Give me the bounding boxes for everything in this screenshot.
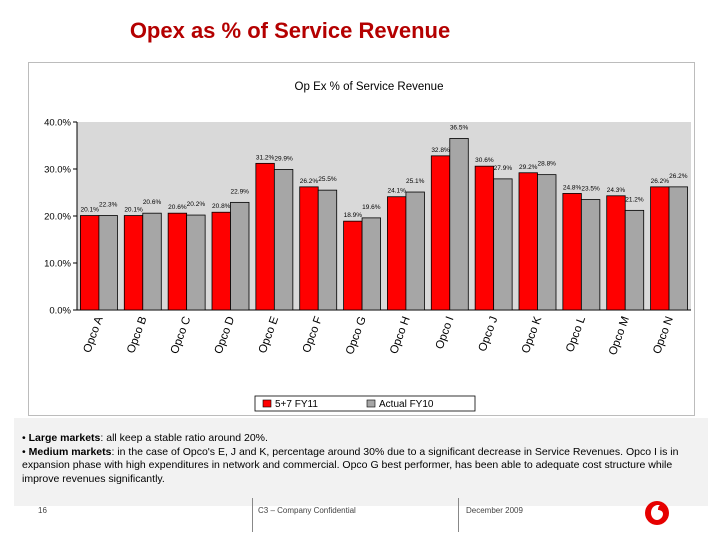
x-tick-label: Opco J	[477, 315, 501, 353]
chart-title: Op Ex % of Service Revenue	[295, 81, 444, 93]
legend-swatch	[366, 399, 376, 408]
data-label-fy10: 19.6%	[362, 204, 381, 211]
bar-fy10	[668, 186, 688, 311]
data-label-fy11: 32.8%	[431, 147, 450, 154]
bar-fy10	[142, 212, 162, 311]
note-medium-markets-text: : in the case of Opco's E, J and K, perc…	[22, 445, 679, 485]
data-label-fy11: 30.6%	[475, 157, 494, 164]
bar-fy10	[537, 174, 557, 311]
company-logo-icon	[645, 501, 669, 525]
notes-panel: • Large markets: all keep a stable ratio…	[22, 432, 708, 486]
y-tick-label: 10.0%	[44, 259, 71, 270]
note-large-markets-text: : all keep a stable ratio around 20%.	[100, 432, 268, 444]
y-tick-label: 40.0%	[44, 118, 71, 129]
x-tick-label: Opco E	[257, 315, 282, 355]
data-label-fy11: 20.1%	[80, 207, 99, 214]
bar-fy11	[387, 196, 407, 311]
page-number: 16	[38, 506, 47, 515]
opex-bar-chart: Op Ex % of Service Revenue 0.0% 10.0% 20.0…	[44, 81, 691, 412]
bar-fy10	[624, 209, 645, 311]
bar-fy11	[211, 211, 231, 311]
data-label-fy11: 29.2%	[519, 164, 538, 171]
bar-fy11	[167, 212, 188, 311]
bar-fy11	[123, 215, 144, 311]
bar-fy10	[317, 189, 338, 311]
data-label-fy10: 27.9%	[494, 165, 513, 172]
x-tick-label: Opco M	[607, 315, 632, 357]
data-label-fy10: 22.3%	[99, 202, 118, 209]
data-label-fy10: 20.6%	[143, 199, 162, 206]
footer-date: December 2009	[466, 506, 523, 515]
data-label-fy10: 20.2%	[187, 201, 206, 208]
data-label-fy11: 20.8%	[212, 203, 231, 210]
data-label-fy10: 23.5%	[581, 186, 600, 193]
bar-fy10	[98, 215, 118, 311]
data-label-fy11: 24.1%	[387, 188, 406, 195]
data-label-fy11: 26.2%	[651, 178, 670, 185]
bar-fy11	[518, 172, 538, 311]
bar-fy10	[405, 191, 425, 311]
x-tick-label: Opco A	[82, 315, 106, 355]
y-tick-label: 0.0%	[49, 306, 71, 317]
chart-frame: Op Ex % of Service Revenue 0.0% 10.0% 20.0…	[28, 62, 695, 416]
x-tick-label: Opco L	[564, 314, 588, 354]
data-label-fy11: 26.2%	[300, 178, 319, 185]
notes-background	[14, 418, 708, 506]
data-label-fy10: 36.5%	[450, 124, 469, 131]
data-label-fy10: 25.1%	[406, 178, 425, 185]
bar-fy11	[80, 215, 100, 311]
x-tick-label: Opco N	[651, 315, 676, 356]
slide-title: Opex as % of Service Revenue	[129, 18, 451, 43]
bar-fy10	[449, 138, 469, 311]
data-label-fy10: 26.2%	[669, 173, 688, 180]
data-label-fy11: 24.8%	[563, 184, 582, 191]
legend-label: 5+7 FY11	[275, 399, 318, 410]
x-tick-label: Opco D	[213, 315, 238, 356]
data-label-fy11: 20.6%	[168, 204, 187, 211]
data-label-fy11: 18.9%	[344, 212, 363, 219]
bar-fy11	[474, 165, 495, 311]
bar-fy11	[430, 155, 451, 311]
bar-fy11	[343, 220, 363, 311]
x-tick-label: Opco K	[520, 315, 545, 355]
x-tick-label: Opco F	[301, 315, 325, 355]
x-tick-label: Opco G	[344, 315, 369, 356]
bar-fy10	[580, 199, 601, 311]
data-label-fy10: 22.9%	[231, 188, 250, 195]
bar-fy10	[186, 214, 206, 311]
bar-fy11	[255, 162, 275, 311]
data-label-fy11: 24.3%	[607, 187, 626, 194]
data-label-fy10: 21.2%	[625, 196, 644, 203]
data-label-fy10: 28.8%	[538, 161, 557, 168]
y-tick-label: 20.0%	[44, 212, 71, 223]
data-label-fy10: 25.5%	[318, 176, 337, 183]
confidentiality-label: C3 – Company Confidential	[258, 506, 356, 515]
bar-fy11	[562, 193, 582, 311]
data-label-fy11: 20.1%	[124, 207, 143, 214]
bar-fy10	[361, 217, 381, 311]
x-tick-label: Opco H	[388, 315, 413, 356]
legend-label: Actual FY10	[379, 399, 434, 410]
note-large-markets: • Large markets: all keep a stable ratio…	[22, 432, 268, 444]
x-tick-label: Opco B	[125, 315, 150, 355]
bar-fy11	[299, 186, 319, 311]
note-medium-markets: • Medium markets: in the case of Opco's …	[22, 445, 679, 485]
note-large-markets-label: Large markets	[28, 432, 101, 444]
legend-swatch	[262, 399, 272, 408]
note-medium-markets-label: Medium markets	[28, 445, 112, 458]
x-tick-label: Opco I	[434, 315, 457, 351]
bar-fy11	[606, 195, 626, 311]
bar-fy10	[273, 169, 294, 311]
y-tick-label: 30.0%	[44, 165, 71, 176]
footer-divider-left	[252, 498, 253, 532]
bar-fy10	[230, 201, 250, 311]
footer-divider-right	[458, 498, 459, 532]
data-label-fy11: 31.2%	[256, 154, 275, 161]
bar-fy10	[493, 178, 513, 311]
x-tick-label: Opco C	[169, 315, 194, 356]
legend-box	[254, 395, 476, 412]
bar-fy11	[650, 186, 670, 311]
data-label-fy10: 29.9%	[274, 155, 293, 162]
